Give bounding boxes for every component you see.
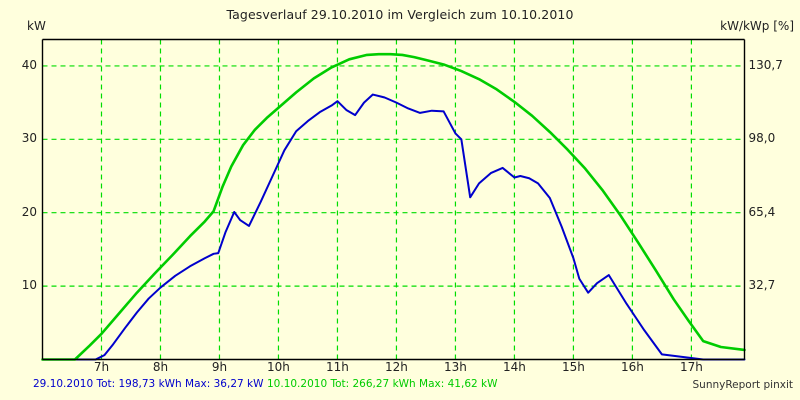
y-axis-left-tick-1: 20 [21, 204, 37, 219]
y-axis-left-tick-0: 10 [21, 278, 37, 293]
x-axis-tick-10: 17h [679, 360, 703, 374]
x-axis-tick-6: 13h [444, 360, 467, 374]
y-axis-right-label: kW/kWp [%] [720, 19, 794, 33]
x-axis-tick-4: 11h [326, 360, 349, 374]
x-axis-tick-0: 7h [93, 360, 110, 374]
x-axis-tick-7: 14h [502, 360, 526, 374]
plot-background [42, 39, 745, 360]
y-axis-left-label: kW [27, 19, 46, 33]
series-line-10-10-2010 [41, 52, 746, 361]
y-axis-left-tick-3: 40 [21, 57, 37, 72]
x-axis-tick-5: 12h [385, 360, 408, 374]
legend-series-a: 29.10.2010 Tot: 198,73 kWh Max: 36,27 kW [33, 378, 264, 390]
y-axis-right-tick-0: 32,7 [748, 278, 776, 293]
x-axis-tick-1: 8h [152, 360, 169, 374]
y-axis-right-tick-3: 130,7 [748, 58, 783, 73]
y-axis-left-tick-2: 30 [21, 131, 37, 146]
series-line-29-10-2010 [41, 93, 746, 361]
x-axis-tick-8: 15h [561, 360, 585, 374]
chart-title: Tagesverlauf 29.10.2010 im Vergleich zum… [226, 7, 574, 22]
legend-series-b: 10.10.2010 Tot: 266,27 kWh Max: 41,62 kW [267, 378, 498, 390]
y-axis-right-tick-2: 98,0 [748, 131, 776, 146]
watermark-label: SunnyReport pinxit [692, 379, 793, 391]
y-axis-right-tick-1: 65,4 [748, 204, 776, 219]
x-axis-tick-3: 10h [267, 360, 290, 374]
x-axis-tick-2: 9h [211, 360, 228, 374]
x-axis-tick-9: 16h [620, 360, 644, 374]
